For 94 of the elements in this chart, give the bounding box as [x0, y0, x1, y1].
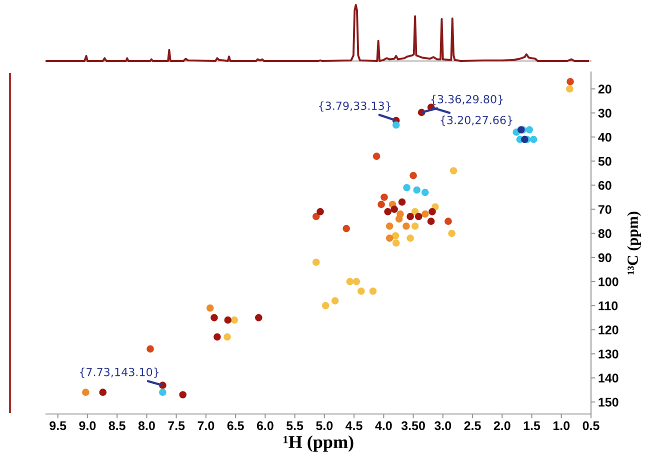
- point: [530, 136, 538, 144]
- y-tick-label: 110: [598, 301, 618, 310]
- point: [224, 333, 231, 341]
- point: [214, 333, 221, 341]
- point: [316, 208, 324, 216]
- point: [206, 304, 214, 312]
- point: [526, 126, 534, 134]
- point: [210, 314, 218, 322]
- x-axis-title: ¹H (ppm): [284, 435, 354, 452]
- point: [384, 208, 392, 216]
- point: [427, 218, 435, 225]
- point: [398, 198, 406, 206]
- x-tick-label: 2.5: [464, 421, 481, 430]
- x-tick-label: 3.50: [401, 421, 425, 430]
- point: [428, 208, 436, 216]
- point: [403, 184, 410, 192]
- x-tick-label: 9.5: [50, 421, 66, 430]
- x-tick-label: 6.0: [256, 421, 274, 430]
- point: [159, 388, 166, 396]
- point: [448, 230, 456, 238]
- point: [410, 172, 417, 180]
- x-tick-label: 8.5: [108, 421, 126, 430]
- point: [421, 188, 429, 196]
- point: [520, 136, 528, 144]
- y-tick-label: 40: [598, 132, 612, 142]
- x-tick-label: 1.5: [524, 421, 540, 430]
- point: [312, 212, 320, 220]
- y-tick-label: 50: [598, 156, 612, 166]
- x-tick-label: 8.0: [138, 421, 155, 430]
- point: [390, 206, 398, 213]
- point: [372, 152, 380, 160]
- point: [411, 222, 419, 230]
- point: [378, 200, 385, 208]
- point: [380, 194, 388, 201]
- point: [566, 78, 574, 86]
- point: [99, 388, 107, 396]
- annotation: {3.36,29.80}: [431, 94, 503, 106]
- y-tick-label: 130: [598, 350, 618, 358]
- y-tick-label: 150: [598, 398, 618, 407]
- point: [406, 234, 414, 242]
- x-tick-label: 3.0: [434, 421, 452, 430]
- y-axis-title: ¹³C (ppm): [627, 212, 641, 274]
- x-tick-label: 2.0: [494, 421, 510, 430]
- y-tick-label: 80: [598, 229, 612, 238]
- point: [414, 212, 422, 220]
- x-tick-label: 4.0: [375, 421, 392, 430]
- point: [392, 232, 400, 240]
- point: [352, 278, 360, 286]
- y-tick-label: 120: [598, 326, 618, 334]
- point: [342, 224, 350, 232]
- x-tick-label: 5.5: [286, 421, 304, 430]
- point: [312, 258, 320, 266]
- point: [386, 222, 394, 230]
- point: [392, 239, 400, 247]
- point: [331, 297, 339, 304]
- point: [386, 234, 394, 242]
- point: [392, 121, 400, 129]
- y-tick-label: 100: [598, 277, 618, 286]
- point: [411, 208, 419, 216]
- x-tick-label: 0.5: [582, 421, 600, 430]
- point: [421, 210, 429, 218]
- x-tick-label: 5.0: [316, 421, 333, 430]
- x-tick-label: 9.0: [79, 421, 96, 430]
- x-tick-label: 7.5: [168, 421, 185, 430]
- x-tick-label: 7.0: [198, 421, 214, 430]
- x-tick-label: 6.5: [227, 421, 244, 430]
- point: [450, 167, 458, 174]
- point: [357, 288, 365, 295]
- point: [444, 218, 452, 225]
- point: [146, 345, 154, 353]
- point: [224, 316, 232, 324]
- y-tick-label: 70: [598, 205, 612, 214]
- point: [406, 212, 414, 220]
- point: [395, 215, 403, 223]
- point: [402, 222, 410, 230]
- y-tick-label: 20: [598, 84, 612, 94]
- point: [179, 391, 187, 398]
- point: [255, 314, 262, 322]
- y-tick-label: 140: [598, 374, 618, 383]
- point: [230, 316, 238, 324]
- x-tick-label: 4.5: [346, 421, 362, 430]
- point: [566, 85, 574, 93]
- point: [369, 288, 377, 295]
- annotation: {7.73,143.10}: [80, 368, 159, 378]
- point: [82, 388, 90, 396]
- point: [346, 278, 354, 286]
- y-tick-label: 90: [598, 253, 612, 262]
- annotation: {3.20,27.66}: [440, 116, 512, 126]
- y-tick-label: 30: [598, 108, 612, 118]
- y-tick-label: 60: [598, 181, 612, 190]
- point: [322, 302, 330, 310]
- annotation: {3.79,33.13}: [319, 101, 391, 112]
- point: [413, 186, 420, 194]
- x-tick-label: 1.0: [553, 421, 570, 430]
